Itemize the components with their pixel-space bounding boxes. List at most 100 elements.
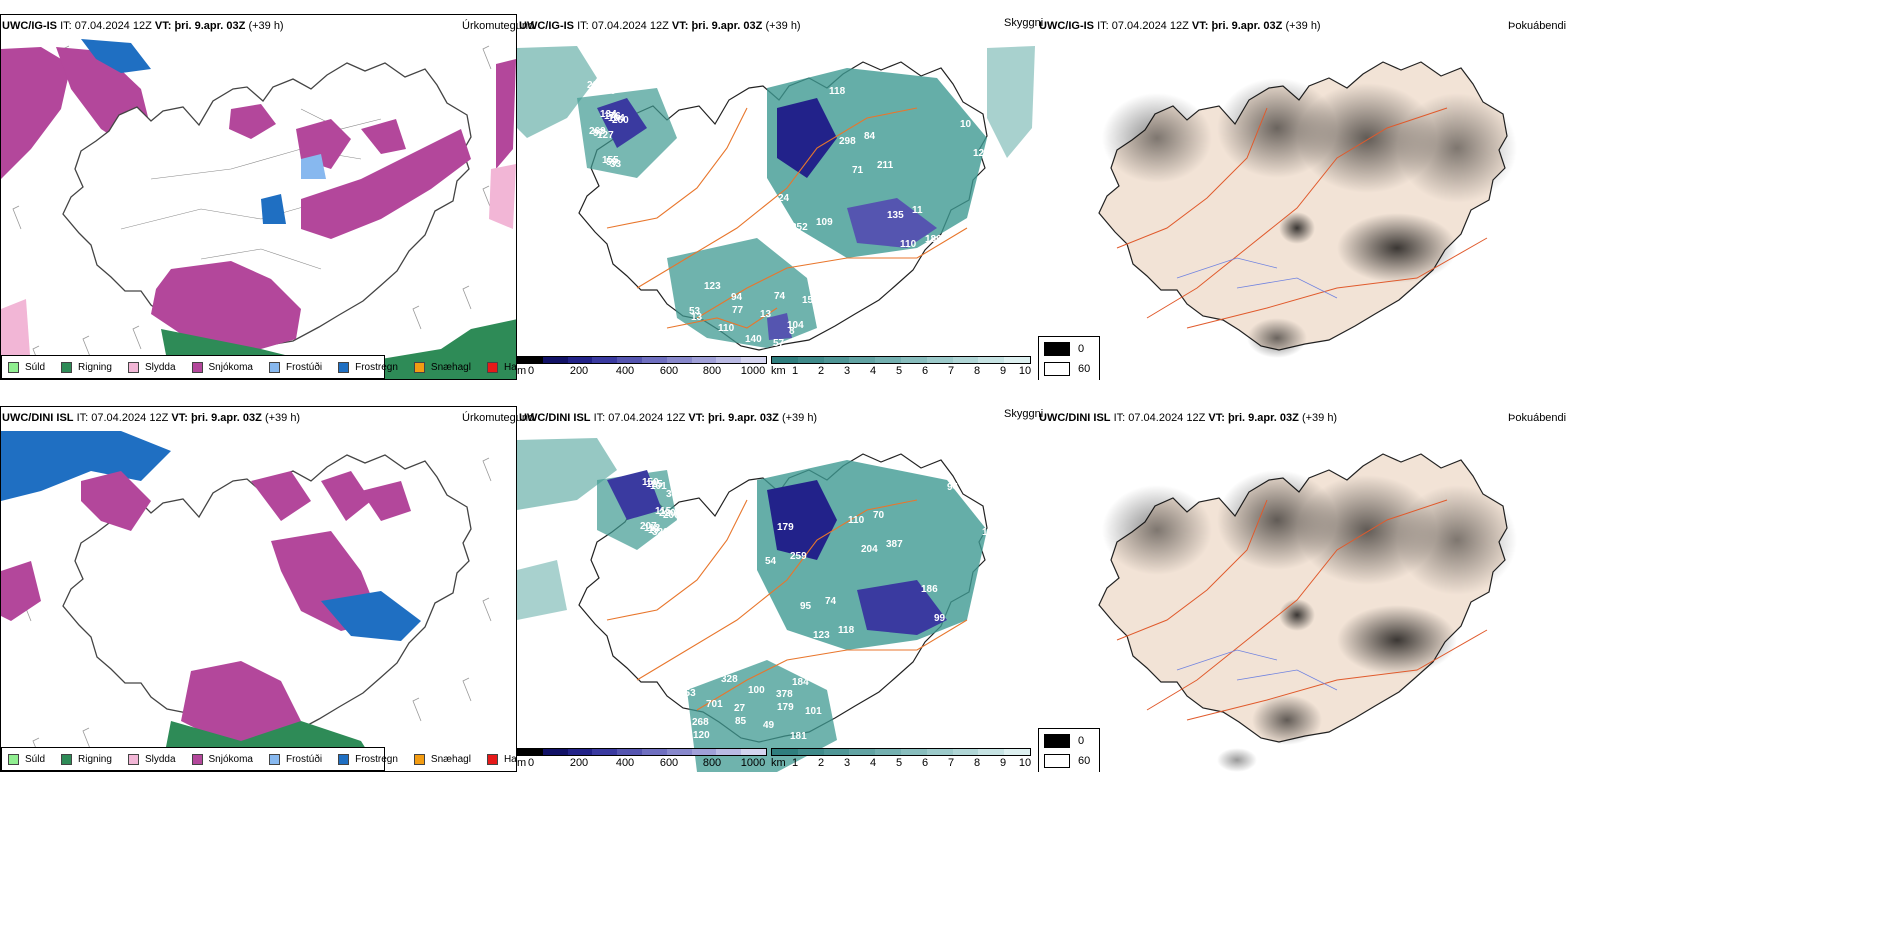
legend-label: Haglél (503, 753, 517, 765)
visibility-station-value: 325 (653, 550, 670, 561)
visibility-station-value: 10 (960, 119, 972, 130)
vt-label: VT: (171, 412, 188, 424)
colorbar-tick: 8 (973, 757, 981, 769)
visibility-station-value: 140 (599, 86, 616, 97)
it-value: 07.04.2024 12Z (608, 412, 686, 424)
visibility-station-value: 153 (679, 688, 696, 699)
visibility-station-value: 57 (773, 338, 785, 349)
legend-label: Snæhagl (430, 753, 471, 765)
colorbar-tick: 10 (1018, 757, 1032, 769)
vis-km-colorbar-top: km 1 2 3 4 5 6 7 8 9 10 (771, 356, 1031, 378)
model-name: UWC/IG-IS (519, 20, 574, 32)
vis-m-colorbar-bottom: m 0 200 400 600 800 1000 (517, 748, 767, 770)
legend-swatch (486, 361, 498, 373)
colorbar-m (517, 748, 767, 756)
legend-item: Frostúði (268, 753, 322, 765)
precip-panel-bottom: Súld Rigning Slydda Snjókoma Frostúði Fr… (0, 406, 517, 772)
run-header: UWC/IG-IS IT: 07.04.2024 12Z VT: þri. 9.… (1039, 20, 1321, 32)
visibility-station-value: 186 (925, 234, 942, 245)
fog-swatch (1044, 342, 1070, 356)
lead-time: (+39 h) (1285, 20, 1321, 32)
colorbar-tick: 1000 (740, 757, 766, 769)
visibility-station-value: 123 (704, 281, 721, 292)
panel-title-fog: Þokuábendi (1508, 20, 1567, 32)
visibility-station-value: 120 (693, 730, 710, 741)
vt-label: VT: (1191, 20, 1209, 32)
colorbar-tick: 4 (869, 365, 877, 377)
it-value: 07.04.2024 12Z (74, 20, 152, 32)
vt-value: þri. 9.apr. 03Z (190, 412, 262, 424)
colorbar-tick: 10 (1018, 365, 1032, 377)
visibility-station-value: 33 (610, 159, 622, 170)
legend-swatch (338, 361, 350, 373)
visibility-station-value: 204 (861, 544, 878, 555)
visibility-station-value: 70 (873, 510, 885, 521)
it-label: IT: (593, 412, 606, 424)
vis-m-colorbar-top: m 0 200 400 600 800 1000 (517, 356, 767, 378)
colorbar-unit: km (771, 757, 786, 769)
visibility-station-value: 74 (774, 291, 786, 302)
it-value: 07.04.2024 12Z (91, 412, 169, 424)
visibility-station-value: 125 (646, 479, 663, 490)
legend-swatch (8, 361, 19, 373)
precip-legend-top: Súld Rigning Slydda Snjókoma Frostúði Fr… (1, 355, 516, 379)
panel-title-precip: Úrkomutegund (462, 412, 535, 424)
visibility-station-value: 179 (777, 522, 794, 533)
colorbar-tick: 5 (895, 365, 903, 377)
legend-item: Slydda (127, 361, 176, 373)
fog-panel-top: 0 60 (1037, 14, 1557, 380)
visibility-station-value: 97 (593, 128, 605, 139)
legend-item: Snæhagl (413, 753, 471, 765)
colorbar-unit: m (517, 757, 527, 769)
visibility-station-value: 13 (760, 309, 772, 320)
legend-label: Slydda (144, 361, 176, 373)
visibility-station-value: 201 (587, 80, 604, 91)
colorbar-tick: 3 (843, 757, 851, 769)
colorbar-tick: 800 (702, 365, 722, 377)
visibility-station-value: 104 (787, 320, 804, 331)
vt-value: þri. 9.apr. 03Z (691, 20, 763, 32)
legend-item: Slydda (127, 753, 176, 765)
colorbar-tick: 200 (569, 757, 589, 769)
visibility-station-value: 176 (604, 111, 621, 122)
visibility-station-value: 99 (934, 613, 946, 624)
visibility-station-value: 85 (735, 716, 747, 727)
it-label: IT: (1097, 20, 1109, 32)
visibility-station-value: 269 (589, 126, 606, 137)
visibility-station-value: 13 (691, 312, 703, 323)
colorbar-tick: 0 (527, 365, 535, 377)
colorbar-m (517, 356, 767, 364)
fog-legend-bottom: 0 60 (1038, 728, 1100, 772)
colorbar-km (771, 748, 1031, 756)
visibility-station-value: 110 (848, 515, 865, 526)
visibility-station-value: 81 (657, 552, 669, 563)
visibility-station-value: 224 (678, 675, 695, 686)
legend-label: Frostúði (285, 361, 323, 373)
visibility-station-value: 184 (792, 677, 809, 688)
legend-swatch (486, 753, 498, 765)
visibility-station-value: 59 (606, 157, 618, 168)
legend-item: Snjókoma (191, 361, 253, 373)
colorbar-tick: 600 (659, 757, 679, 769)
legend-swatch (268, 753, 280, 765)
model-name: UWC/IG-IS (1039, 20, 1094, 32)
colorbar-tick: 6 (921, 365, 929, 377)
fog-swatch (1044, 362, 1070, 376)
legend-item: Frostregn (338, 753, 398, 765)
visibility-station-value: 94 (947, 482, 959, 493)
visibility-station-value: 260 (612, 115, 629, 126)
legend-swatch (61, 753, 73, 765)
visibility-station-value: 112 (644, 523, 661, 534)
colorbar-tick: 400 (615, 757, 635, 769)
legend-label: Snjókoma (208, 753, 253, 765)
visibility-station-value: 54 (765, 556, 777, 567)
fog-legend-item: 0 (1044, 342, 1084, 356)
colorbar-tick: 600 (659, 365, 679, 377)
precip-legend-bottom: Súld Rigning Slydda Snjókoma Frostúði Fr… (1, 747, 516, 771)
visibility-station-value: 186 (921, 584, 938, 595)
fog-label: 60 (1078, 363, 1091, 375)
visibility-station-value: 211 (877, 160, 894, 171)
visibility-station-value: 74 (595, 84, 607, 95)
lead-time: (+39 h) (248, 20, 284, 32)
colorbar-tick: 5 (895, 757, 903, 769)
